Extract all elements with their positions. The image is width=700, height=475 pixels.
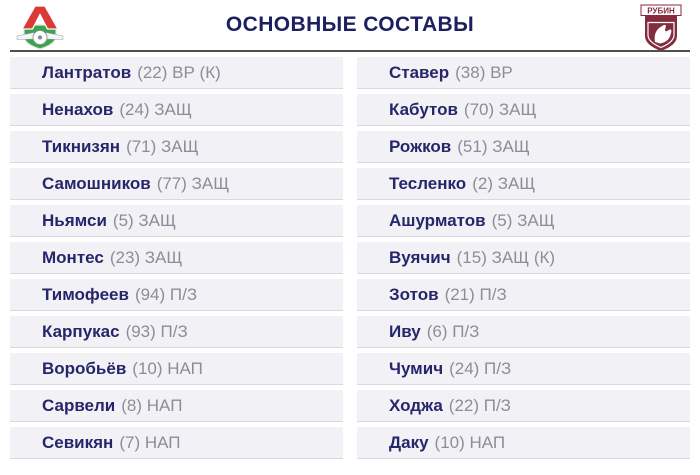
player-details: (10) НАП <box>132 358 203 378</box>
player-details: (22) П/З <box>448 395 511 415</box>
player-details: (38) ВР <box>455 62 513 82</box>
player-row: Ньямси (5) ЗАЩ <box>10 205 343 237</box>
player-name: Ньямси <box>42 210 107 230</box>
player-row: Карпукас (93) П/З <box>10 316 343 348</box>
player-details: (7) НАП <box>119 432 181 452</box>
lokomotiv-logo-icon <box>16 5 64 50</box>
player-details: (70) ЗАЩ <box>463 99 537 119</box>
player-details: (2) ЗАЩ <box>472 173 536 193</box>
player-name: Монтес <box>42 247 104 267</box>
player-details: (5) ЗАЩ <box>491 210 555 230</box>
player-details: (77) ЗАЩ <box>156 173 230 193</box>
player-name: Лантратов <box>42 62 132 82</box>
player-name: Чумич <box>389 358 444 378</box>
player-details: (23) ЗАЩ <box>109 247 183 267</box>
player-row: Тикнизян (71) ЗАЩ <box>10 131 343 163</box>
player-details: (5) ЗАЩ <box>112 210 176 230</box>
player-row: Иву (6) П/З <box>357 316 690 348</box>
player-name: Сарвели <box>42 395 116 415</box>
player-row: Ходжа (22) П/З <box>357 390 690 422</box>
lokomotiv-lineup-list: Лантратов (22) ВР (К) Ненахов (24) ЗАЩ Т… <box>10 57 343 464</box>
player-details: (21) П/З <box>444 284 507 304</box>
lineups-columns: Лантратов (22) ВР (К) Ненахов (24) ЗАЩ Т… <box>0 57 700 464</box>
player-name: Ненахов <box>42 99 114 119</box>
player-row: Кабутов (70) ЗАЩ <box>357 94 690 126</box>
player-name: Рожков <box>389 136 452 156</box>
player-name: Иву <box>389 321 421 341</box>
player-name: Кабутов <box>389 99 458 119</box>
player-name: Ставер <box>389 62 450 82</box>
player-row: Сарвели (8) НАП <box>10 390 343 422</box>
player-row: Вуячич (15) ЗАЩ (К) <box>357 242 690 274</box>
player-name: Ходжа <box>389 395 443 415</box>
player-name: Зотов <box>389 284 439 304</box>
player-name: Тикнизян <box>42 136 121 156</box>
player-details: (94) П/З <box>134 284 198 304</box>
player-row: Рожков (51) ЗАЩ <box>357 131 690 163</box>
header-divider <box>10 50 690 52</box>
player-name: Даку <box>389 432 429 452</box>
player-name: Севикян <box>42 432 114 452</box>
player-row: Воробьёв (10) НАП <box>10 353 343 385</box>
player-details: (6) П/З <box>426 321 480 341</box>
player-details: (22) ВР (К) <box>137 62 221 82</box>
player-name: Тесленко <box>389 173 467 193</box>
rubin-logo-icon: РУБИН <box>640 4 682 51</box>
player-details: (8) НАП <box>121 395 183 415</box>
player-details: (93) П/З <box>125 321 188 341</box>
player-row: Ашурматов (5) ЗАЩ <box>357 205 690 237</box>
player-details: (15) ЗАЩ (К) <box>456 247 556 267</box>
player-details: (24) П/З <box>449 358 512 378</box>
player-row: Тимофеев (94) П/З <box>10 279 343 311</box>
player-row: Даку (10) НАП <box>357 427 690 459</box>
player-name: Вуячич <box>389 247 451 267</box>
player-row: Монтес (23) ЗАЩ <box>10 242 343 274</box>
player-row: Тесленко (2) ЗАЩ <box>357 168 690 200</box>
player-row: Самошников (77) ЗАЩ <box>10 168 343 200</box>
header: ОСНОВНЫЕ СОСТАВЫ РУБИН <box>0 0 700 52</box>
player-row: Ненахов (24) ЗАЩ <box>10 94 343 126</box>
rubin-wordmark: РУБИН <box>647 6 675 15</box>
player-name: Воробьёв <box>42 358 127 378</box>
player-row: Севикян (7) НАП <box>10 427 343 459</box>
player-details: (51) ЗАЩ <box>457 136 530 156</box>
player-details: (71) ЗАЩ <box>126 136 199 156</box>
player-row: Ставер (38) ВР <box>357 57 690 89</box>
player-name: Тимофеев <box>42 284 129 304</box>
page-title: ОСНОВНЫЕ СОСТАВЫ <box>225 13 475 36</box>
player-details: (10) НАП <box>434 432 506 452</box>
player-name: Самошников <box>42 173 151 193</box>
player-row: Зотов (21) П/З <box>357 279 690 311</box>
player-details: (24) ЗАЩ <box>119 99 192 119</box>
player-row: Чумич (24) П/З <box>357 353 690 385</box>
player-row: Лантратов (22) ВР (К) <box>10 57 343 89</box>
player-name: Карпукас <box>42 321 120 341</box>
player-name: Ашурматов <box>389 210 486 230</box>
rubin-lineup-list: Ставер (38) ВР Кабутов (70) ЗАЩ Рожков (… <box>357 57 690 464</box>
